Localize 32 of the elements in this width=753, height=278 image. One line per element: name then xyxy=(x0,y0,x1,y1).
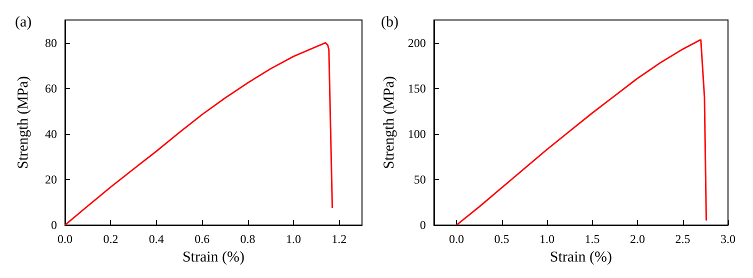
x-tick-label: 3.0 xyxy=(720,232,736,246)
x-tick-label: 0.6 xyxy=(194,232,210,246)
y-tick-label: 200 xyxy=(408,36,426,50)
chart-title: (b) xyxy=(381,14,398,30)
y-tick-label: 150 xyxy=(408,81,426,96)
y-tick-label: 0 xyxy=(420,218,426,232)
x-tick-label: 0.0 xyxy=(58,232,72,246)
x-tick-label: 0.5 xyxy=(494,232,510,246)
x-tick-label: 1.0 xyxy=(286,232,301,246)
x-tick-label: 2.5 xyxy=(675,232,690,246)
line-series xyxy=(456,39,708,226)
y-tick-label: 20 xyxy=(45,172,57,187)
y-axis-title: Strength (MPa) xyxy=(16,76,32,170)
y-tick-label: 100 xyxy=(408,126,426,141)
x-tick-label: 1.2 xyxy=(332,232,347,246)
x-tick-label: 0.8 xyxy=(240,232,256,246)
x-axis-title: Strain (%) xyxy=(182,250,245,266)
y-axis-title: Strength (MPa) xyxy=(382,76,398,170)
y-tick-label: 40 xyxy=(45,126,57,141)
x-tick-label: 0.0 xyxy=(449,232,464,246)
x-tick-label: 2.0 xyxy=(630,232,646,246)
line-series xyxy=(64,42,334,226)
x-tick-label: 0.2 xyxy=(103,232,118,246)
y-tick-label: 0 xyxy=(51,218,57,232)
x-tick-label: 1.0 xyxy=(540,232,555,246)
x-tick-label: 1.5 xyxy=(584,232,600,246)
y-tick-label: 80 xyxy=(45,36,57,50)
chart-title: (a) xyxy=(15,14,32,30)
y-tick-label: 60 xyxy=(45,81,57,96)
y-tick-label: 50 xyxy=(414,172,426,187)
x-tick-label: 0.4 xyxy=(148,232,164,246)
x-axis-title: Strain (%) xyxy=(550,250,612,266)
